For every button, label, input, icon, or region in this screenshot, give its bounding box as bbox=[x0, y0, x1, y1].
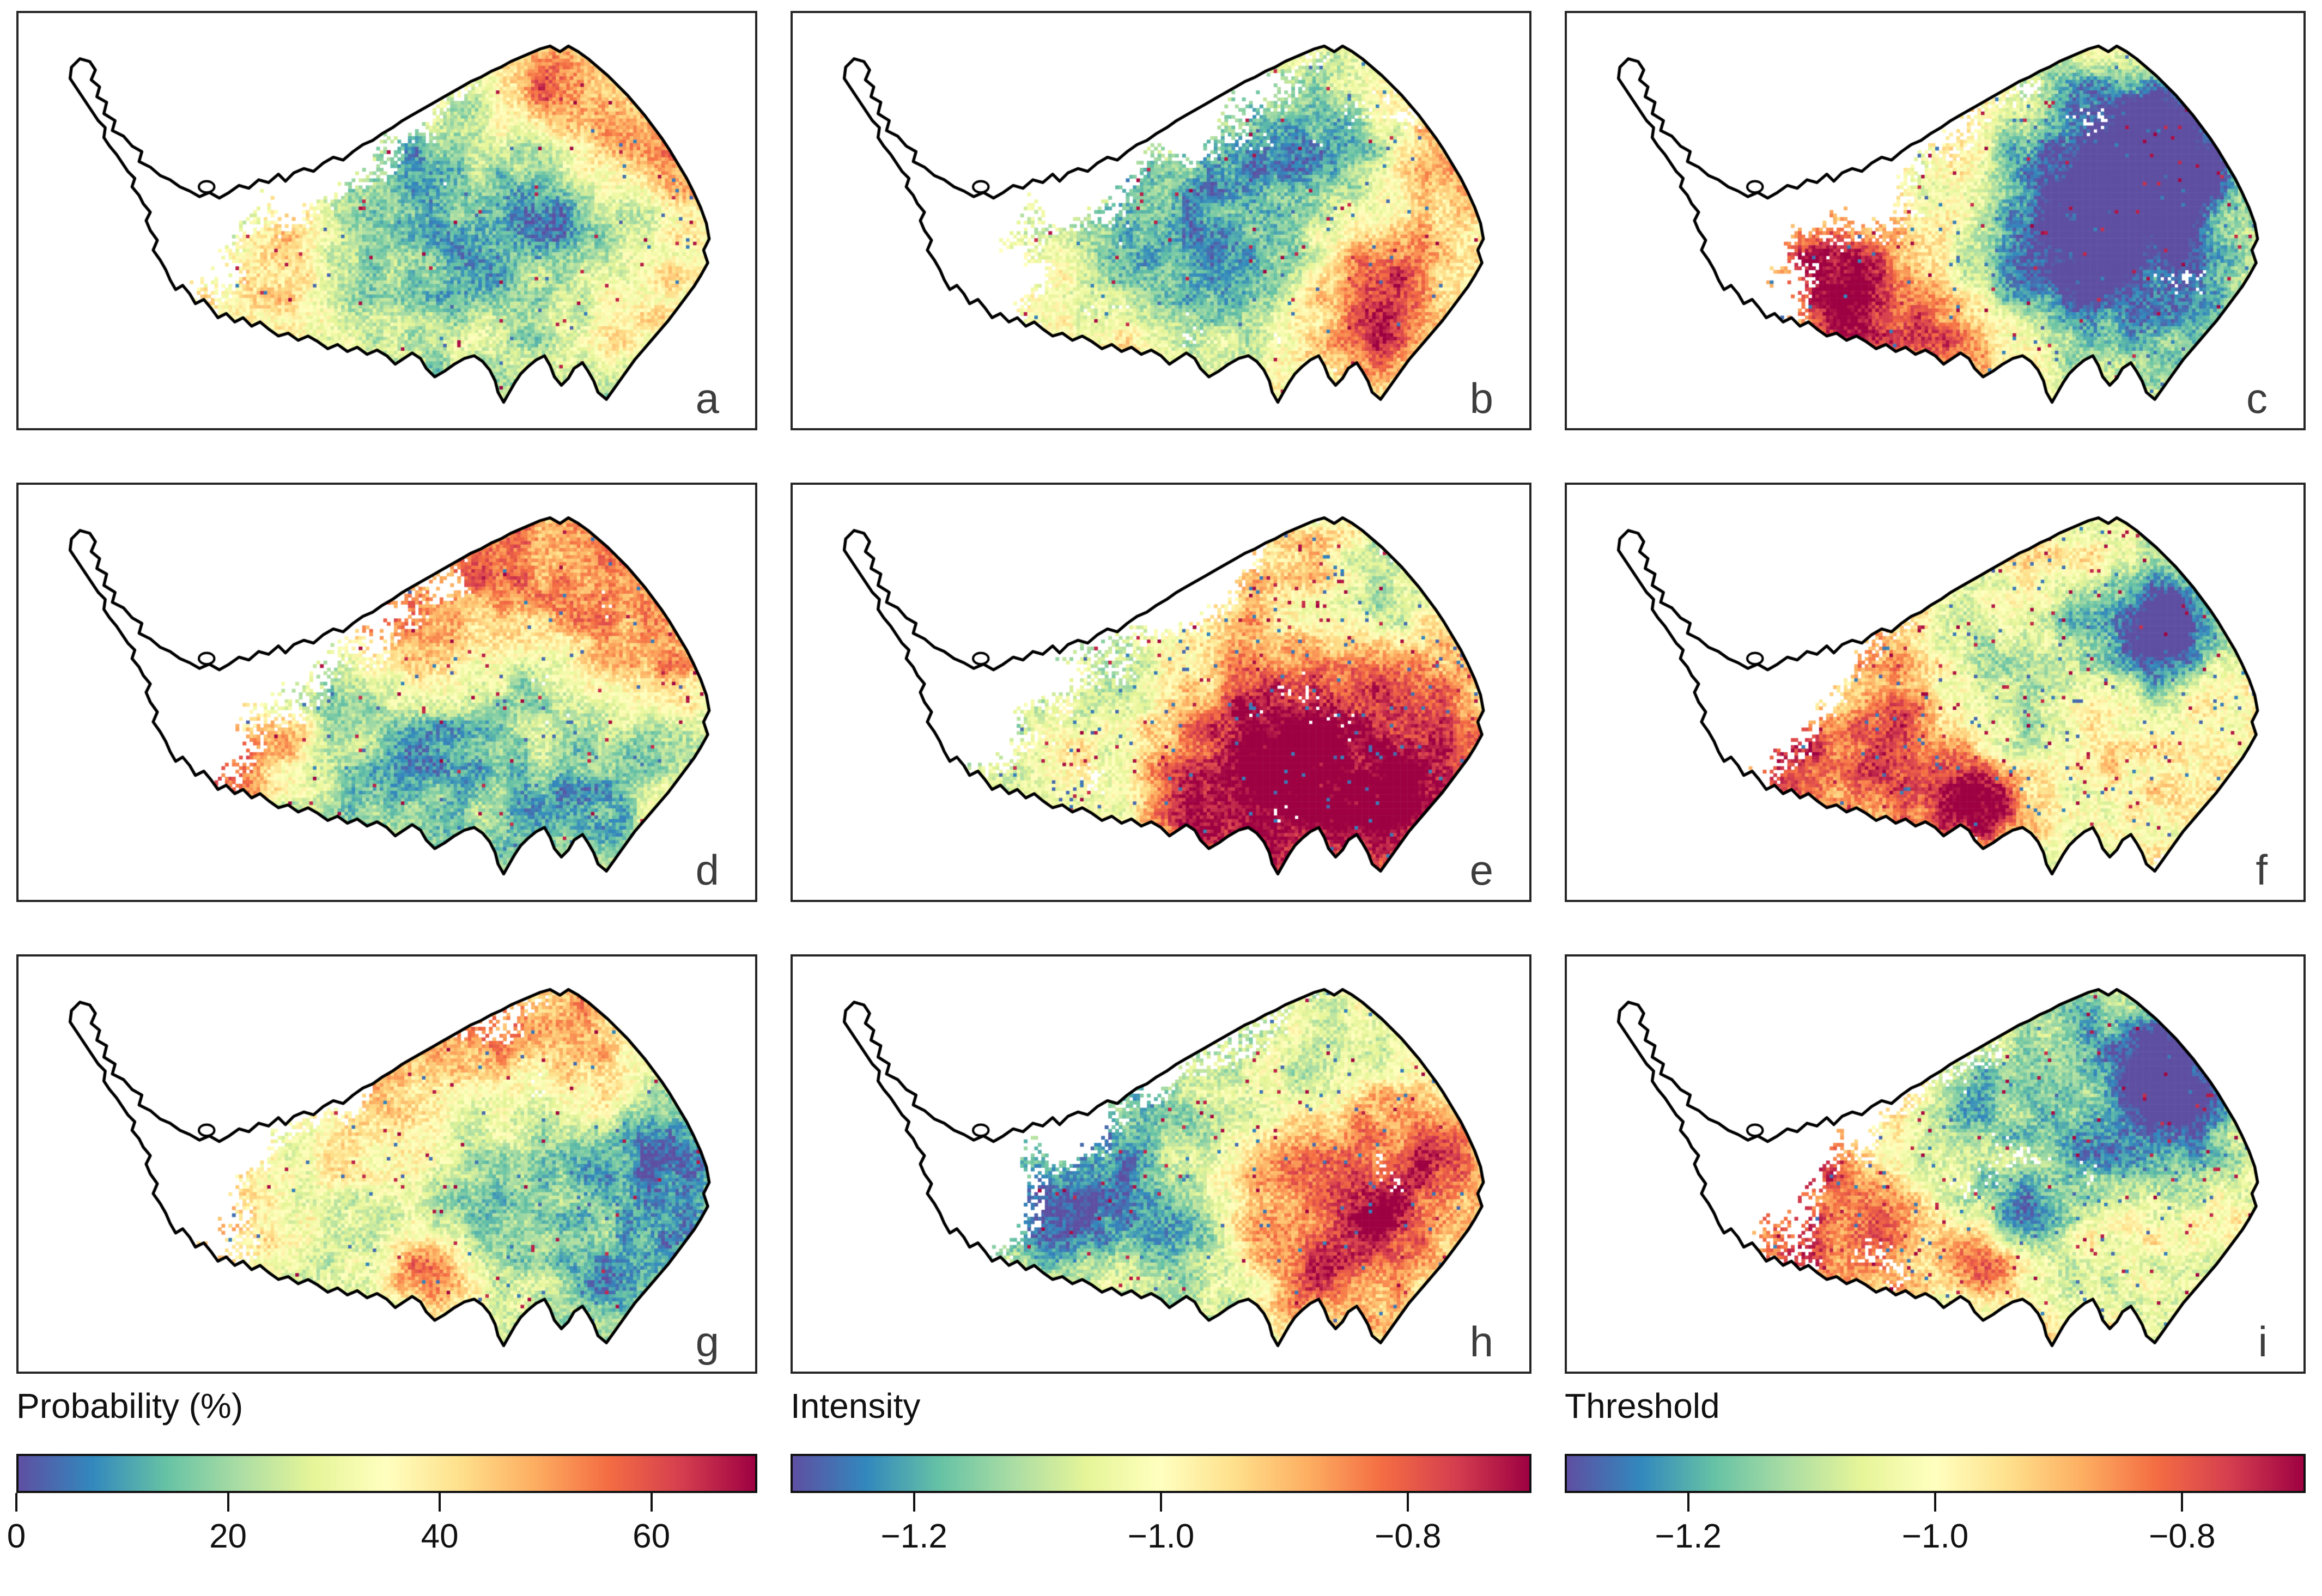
map-panel-e: e bbox=[791, 483, 1531, 902]
colorbar-tick-mark bbox=[227, 1493, 229, 1512]
panel-label-d: d bbox=[695, 846, 719, 894]
colorbar-tick-label: −1.2 bbox=[880, 1517, 947, 1555]
map-canvas-a bbox=[19, 13, 755, 428]
panel-label-c: c bbox=[2246, 374, 2268, 422]
colorbar-tick-label: 60 bbox=[633, 1517, 671, 1555]
colorbar-tick-mark bbox=[1160, 1493, 1162, 1512]
map-panel-a: a bbox=[16, 11, 757, 430]
colorbar-tick-mark bbox=[1934, 1493, 1936, 1512]
map-canvas-e bbox=[793, 485, 1529, 900]
colorbar-tick-label: 40 bbox=[421, 1517, 459, 1555]
colorbar-title-probability: Probability (%) bbox=[16, 1386, 244, 1426]
colorbar-gradient-threshold bbox=[1565, 1453, 2306, 1493]
panel-label-a: a bbox=[695, 374, 719, 422]
colorbar-tick-mark bbox=[2181, 1493, 2184, 1512]
colorbar-threshold: Threshold −1.2 −1.0 −0.8 bbox=[1565, 1386, 2306, 1564]
map-panel-h: h bbox=[791, 954, 1531, 1374]
colorbar-ticks-intensity: −1.2 −1.0 −0.8 bbox=[791, 1493, 1531, 1564]
colorbar-tick-mark bbox=[439, 1493, 441, 1512]
map-panel-grid: a b c d e f g h bbox=[16, 11, 2306, 1374]
map-canvas-h bbox=[793, 957, 1529, 1372]
map-canvas-c bbox=[1567, 13, 2303, 428]
map-panel-g: g bbox=[16, 954, 757, 1374]
colorbar-tick-label: 0 bbox=[7, 1517, 26, 1555]
panel-label-f: f bbox=[2256, 846, 2268, 894]
map-panel-b: b bbox=[791, 11, 1531, 430]
panel-label-h: h bbox=[1469, 1318, 1493, 1366]
colorbar-tick-mark bbox=[1407, 1493, 1409, 1512]
map-panel-i: i bbox=[1565, 954, 2306, 1374]
panel-label-i: i bbox=[2258, 1318, 2268, 1366]
colorbar-gradient-intensity bbox=[791, 1453, 1531, 1493]
colorbar-title-intensity: Intensity bbox=[791, 1386, 921, 1426]
colorbar-tick-label: 20 bbox=[209, 1517, 247, 1555]
colorbar-gradient-probability bbox=[16, 1453, 757, 1493]
colorbar-ticks-threshold: −1.2 −1.0 −0.8 bbox=[1565, 1493, 2306, 1564]
colorbar-probability: Probability (%) 0 20 40 60 bbox=[7, 1386, 757, 1564]
map-canvas-b bbox=[793, 13, 1529, 428]
colorbar-row: Probability (%) 0 20 40 60 Intensity −1.2 −1… bbox=[7, 1386, 2306, 1564]
map-panel-c: c bbox=[1565, 11, 2306, 430]
colorbar-tick-mark bbox=[1687, 1493, 1689, 1512]
colorbar-tick-mark bbox=[15, 1493, 17, 1512]
colorbar-tick-label: −1.2 bbox=[1655, 1517, 1722, 1555]
colorbar-ticks-probability: 0 20 40 60 bbox=[7, 1493, 757, 1564]
colorbar-tick-mark bbox=[650, 1493, 653, 1512]
map-canvas-g bbox=[19, 957, 755, 1372]
colorbar-tick-label: −0.8 bbox=[2149, 1517, 2216, 1555]
map-canvas-d bbox=[19, 485, 755, 900]
map-panel-f: f bbox=[1565, 483, 2306, 902]
map-canvas-i bbox=[1567, 957, 2303, 1372]
colorbar-tick-mark bbox=[913, 1493, 915, 1512]
panel-label-g: g bbox=[695, 1318, 719, 1366]
map-panel-d: d bbox=[16, 483, 757, 902]
panel-label-b: b bbox=[1469, 374, 1493, 422]
colorbar-tick-label: −0.8 bbox=[1375, 1517, 1442, 1555]
colorbar-title-threshold: Threshold bbox=[1565, 1386, 1720, 1426]
colorbar-tick-label: −1.0 bbox=[1127, 1517, 1195, 1555]
colorbar-tick-label: −1.0 bbox=[1901, 1517, 1969, 1555]
map-canvas-f bbox=[1567, 485, 2303, 900]
panel-label-e: e bbox=[1469, 846, 1493, 894]
colorbar-intensity: Intensity −1.2 −1.0 −0.8 bbox=[791, 1386, 1531, 1564]
